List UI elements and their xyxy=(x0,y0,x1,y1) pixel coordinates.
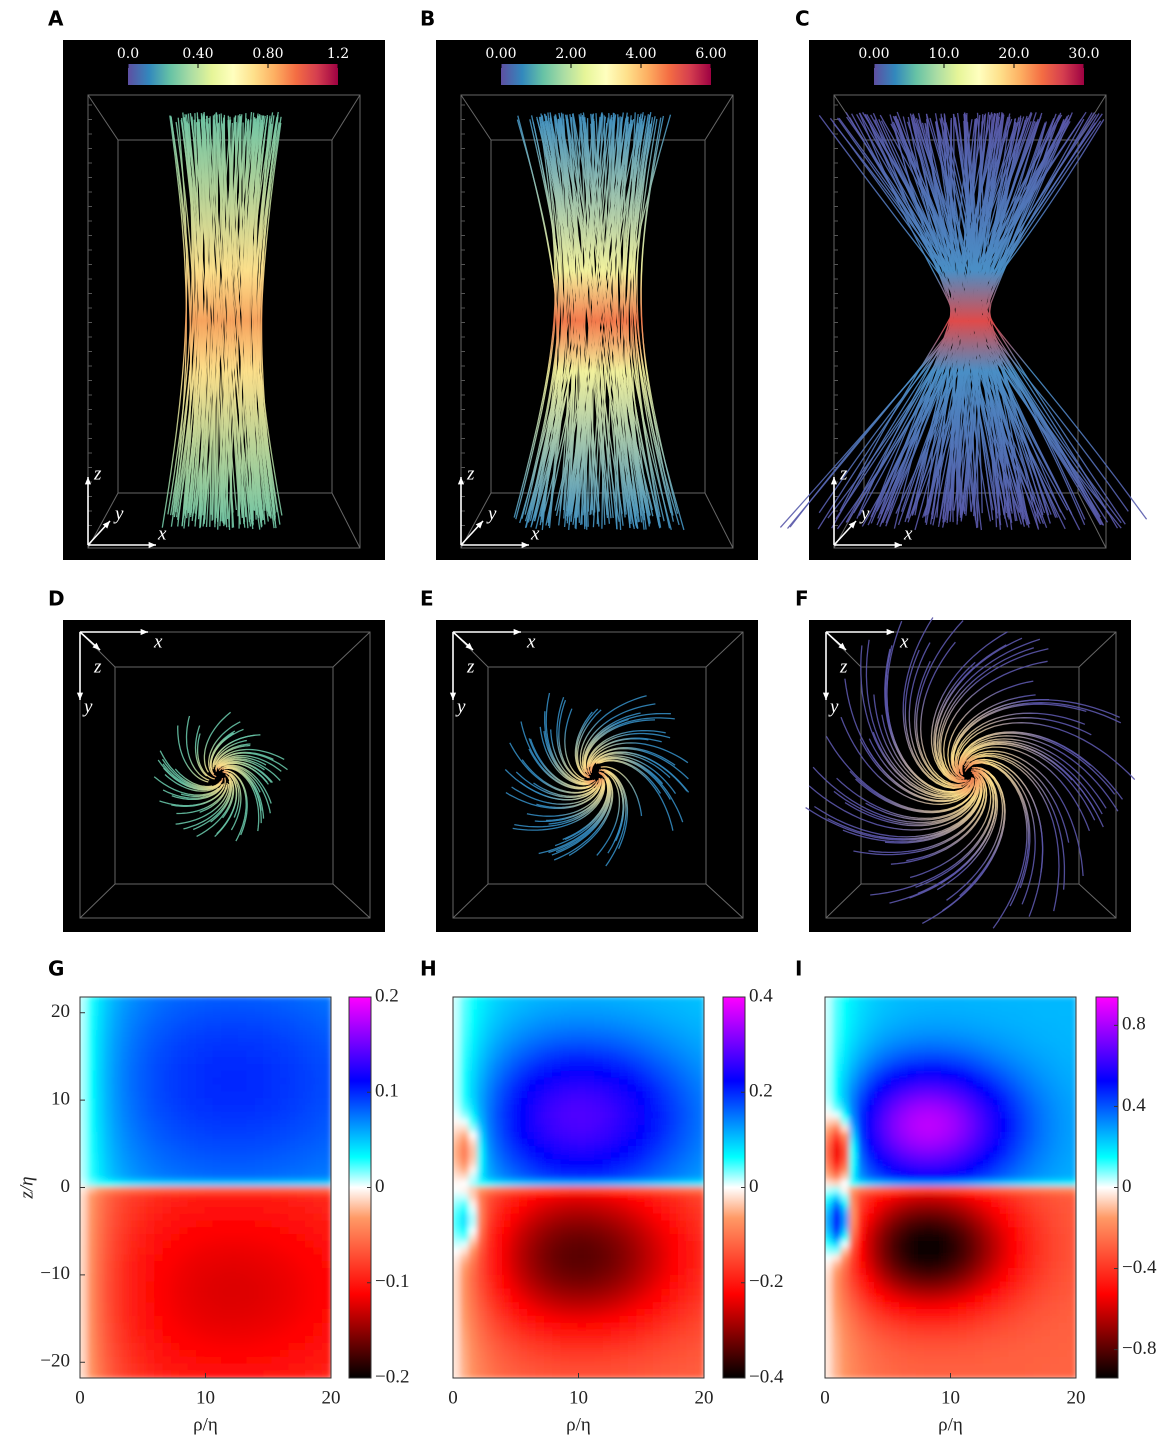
axis-label: y xyxy=(828,696,839,717)
axis-label: y xyxy=(82,696,93,717)
panel-label: H xyxy=(420,957,437,981)
x-tick-label: 20 xyxy=(322,1387,341,1408)
colorbar-tick-label: −0.1 xyxy=(375,1271,409,1292)
axis-label: x xyxy=(526,631,536,652)
axis-label: z xyxy=(839,656,848,677)
panel-label: D xyxy=(48,587,65,611)
y-axis-label: z/η xyxy=(16,1176,37,1199)
axis-label: z xyxy=(839,463,848,484)
heatmap-field xyxy=(79,996,332,1379)
colorbar-tick-label: 0.40 xyxy=(182,46,213,62)
colorbar-tick-label: 20.0 xyxy=(998,46,1029,62)
colorbar-tick-label: −0.2 xyxy=(749,1271,783,1292)
colorbar-tick-label: 0.80 xyxy=(252,46,283,62)
x-tick-label: 10 xyxy=(569,1387,588,1408)
panel-label: F xyxy=(795,587,809,611)
colorbar-tick-label: 4.00 xyxy=(625,46,656,62)
panel-label: A xyxy=(48,7,64,31)
panel-label: B xyxy=(420,7,435,31)
colorbar xyxy=(128,64,338,85)
panel-label: I xyxy=(795,957,802,981)
heatmap-cells xyxy=(824,996,1077,1379)
colorbar xyxy=(874,64,1084,85)
colorbar-tick-label: 0 xyxy=(375,1176,385,1197)
axis-label: x xyxy=(903,523,913,544)
panel-label: G xyxy=(48,957,64,981)
x-tick-label: 0 xyxy=(75,1387,85,1408)
colorbar-tick-label: 6.00 xyxy=(695,46,726,62)
y-tick-label: 20 xyxy=(51,1001,70,1022)
axis-label: z xyxy=(466,463,475,484)
x-axis-label: ρ/η xyxy=(566,1414,591,1435)
heatmap-cells xyxy=(452,996,705,1379)
y-tick-label: −20 xyxy=(40,1351,70,1372)
panel-label: C xyxy=(795,7,810,31)
heatmap-field xyxy=(452,996,705,1379)
colorbar-tick-label: −0.2 xyxy=(375,1366,409,1387)
axis-label: z xyxy=(466,656,475,677)
colorbar-tick-label: 0.2 xyxy=(749,1081,773,1102)
panel-label: E xyxy=(420,587,434,611)
axis-label: x xyxy=(153,631,163,652)
figure: A0.00.400.801.2zyxB0.002.004.006.00zyxC0… xyxy=(0,0,1158,1441)
colorbar-tick-label: 0.0 xyxy=(117,46,139,62)
x-tick-label: 20 xyxy=(695,1387,714,1408)
heatmap-cells xyxy=(79,996,332,1379)
y-tick-label: 10 xyxy=(51,1088,70,1109)
colorbar-tick-label: 1.2 xyxy=(327,46,349,62)
x-tick-label: 10 xyxy=(196,1387,215,1408)
colorbar-tick-label: 0 xyxy=(749,1176,759,1197)
axis-label: x xyxy=(157,523,167,544)
x-tick-label: 0 xyxy=(448,1387,458,1408)
colorbar-tick-label: −0.4 xyxy=(749,1366,784,1387)
colorbar-tick-label: 0.1 xyxy=(375,1081,399,1102)
axis-label: z xyxy=(93,463,102,484)
colorbar xyxy=(501,64,711,85)
colorbar-tick-label: 0.00 xyxy=(858,46,889,62)
colorbar-tick-label: 0.2 xyxy=(375,985,399,1006)
axis-label: z xyxy=(93,656,102,677)
axis-label: x xyxy=(530,523,540,544)
axis-label: y xyxy=(859,503,870,524)
colorbar-tick-label: 30.0 xyxy=(1068,46,1099,62)
x-axis-label: ρ/η xyxy=(193,1414,218,1435)
axis-label: y xyxy=(113,503,124,524)
colorbar-tick-label: 2.00 xyxy=(555,46,586,62)
colorbar-tick-label: 0.4 xyxy=(749,985,773,1006)
axis-label: y xyxy=(486,503,497,524)
colorbar-tick-label: 0.00 xyxy=(485,46,516,62)
heatmap-field xyxy=(824,996,1077,1379)
colorbar-tick-label: 10.0 xyxy=(928,46,959,62)
y-tick-label: 0 xyxy=(61,1176,71,1197)
axis-label: x xyxy=(899,631,909,652)
y-tick-label: −10 xyxy=(40,1263,70,1284)
axis-label: y xyxy=(455,696,466,717)
